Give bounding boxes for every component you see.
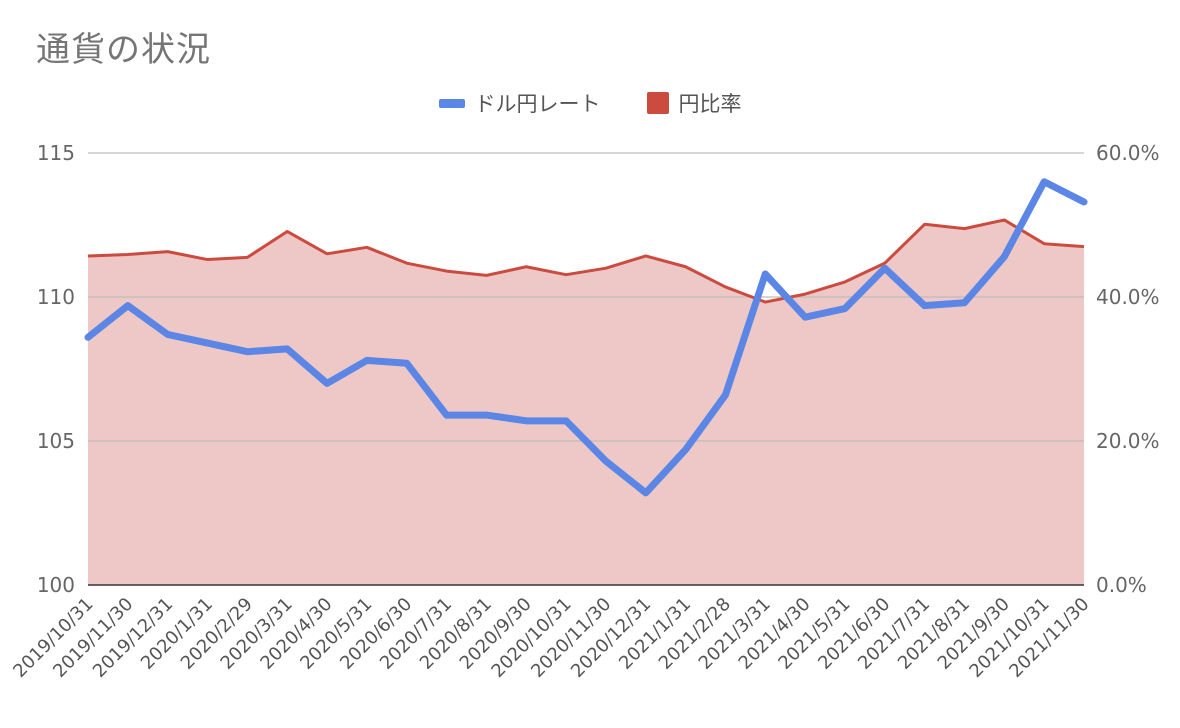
legend-label-rate: ドル円レート (474, 92, 601, 116)
legend-item-rate[interactable]: ドル円レート (438, 88, 601, 118)
legend-item-ratio[interactable]: 円比率 (646, 88, 742, 118)
series-line-ratio (87, 218, 1085, 304)
y-left-tick-label: 110 (37, 285, 75, 309)
y-left-tick-label: 115 (37, 141, 75, 165)
legend-swatch-rate (438, 98, 465, 108)
legend-label-ratio: 円比率 (678, 92, 742, 116)
y-left-tick-label: 100 (37, 573, 75, 597)
legend-swatch-ratio (646, 92, 669, 114)
y-right-tick-label: 60.0% (1096, 141, 1160, 165)
y-right-tick-label: 40.0% (1096, 285, 1160, 309)
series-line-rate (84, 178, 1088, 497)
y-left-tick-label: 105 (37, 429, 75, 453)
y-right-tick-label: 20.0% (1096, 429, 1160, 453)
chart-legend: ドル円レート 円比率 (0, 88, 1180, 118)
series-area-ratio (88, 219, 1084, 585)
y-right-tick-label: 0.0% (1096, 573, 1147, 597)
chart-title: 通貨の状況 (36, 30, 211, 70)
